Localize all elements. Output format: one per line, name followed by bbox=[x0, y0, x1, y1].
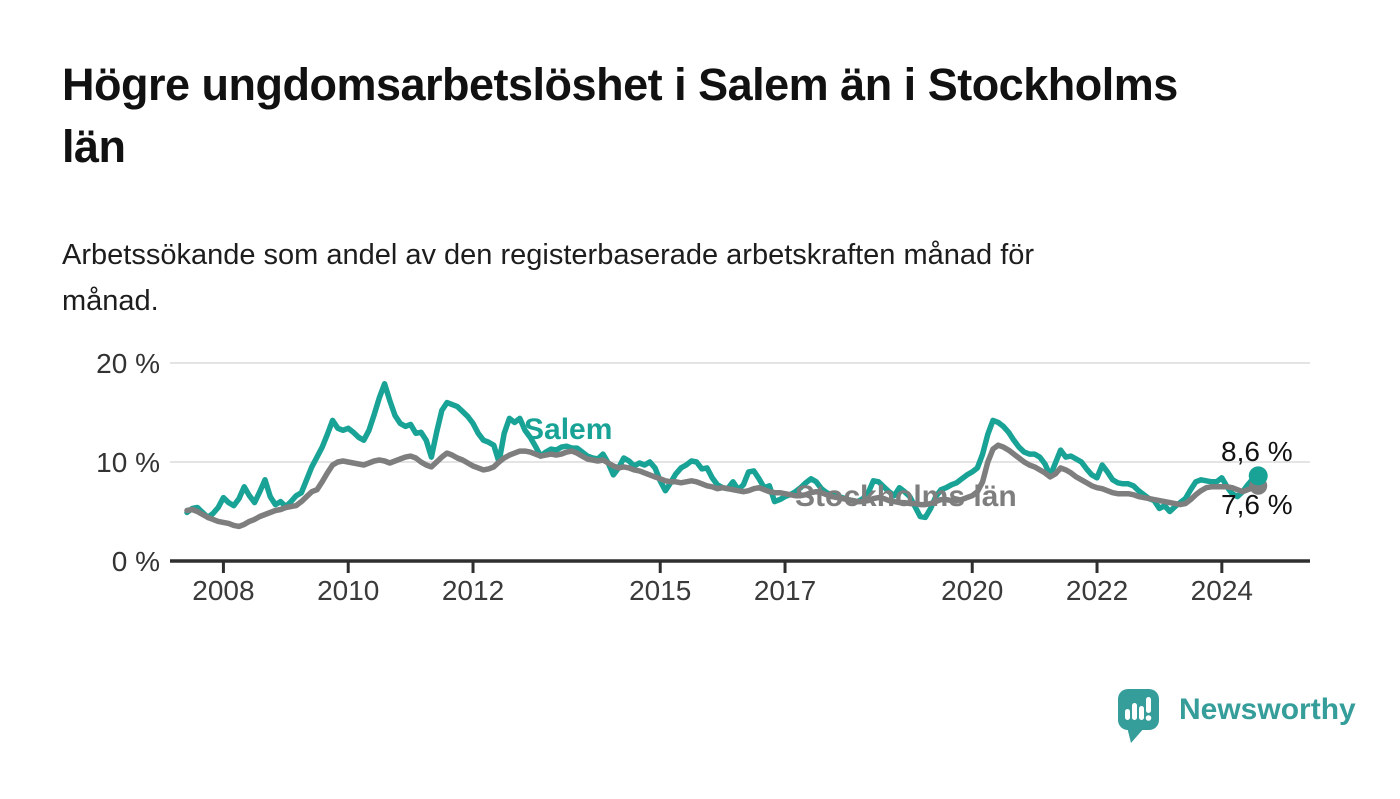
svg-text:2020: 2020 bbox=[941, 575, 1003, 606]
newsworthy-brand: Newsworthy bbox=[1117, 688, 1356, 743]
page-subtitle-line1: Arbetssökande som andel av den registerb… bbox=[62, 239, 1035, 271]
end-value-label-salem: 8,6 % bbox=[1221, 436, 1293, 467]
end-value-label-stockholm: 7,6 % bbox=[1221, 489, 1293, 520]
svg-text:0 %: 0 % bbox=[112, 546, 160, 577]
page-subtitle: Arbetssökande som andel av den registerb… bbox=[62, 232, 1282, 324]
svg-text:2015: 2015 bbox=[629, 575, 691, 606]
series-label-stockholm: Stockholms län bbox=[795, 480, 1017, 513]
svg-text:2010: 2010 bbox=[317, 575, 379, 606]
speech-bubble-bar-chart-icon bbox=[1118, 689, 1159, 743]
series-label-salem: Salem bbox=[524, 413, 613, 446]
svg-text:2012: 2012 bbox=[442, 575, 504, 606]
page-title: Högre ungdomsarbetslöshet i Salem än i S… bbox=[62, 54, 1352, 178]
svg-text:2017: 2017 bbox=[754, 575, 816, 606]
brand-name: Newsworthy bbox=[1179, 693, 1356, 726]
svg-text:2008: 2008 bbox=[192, 575, 254, 606]
svg-text:10 %: 10 % bbox=[96, 447, 160, 478]
page-title-line2: län bbox=[62, 121, 126, 172]
svg-text:2022: 2022 bbox=[1066, 575, 1128, 606]
page-subtitle-line2: månad. bbox=[62, 285, 159, 317]
svg-text:2024: 2024 bbox=[1191, 575, 1253, 606]
svg-text:20 %: 20 % bbox=[96, 348, 160, 379]
page-title-line1: Högre ungdomsarbetslöshet i Salem än i S… bbox=[62, 59, 1178, 110]
